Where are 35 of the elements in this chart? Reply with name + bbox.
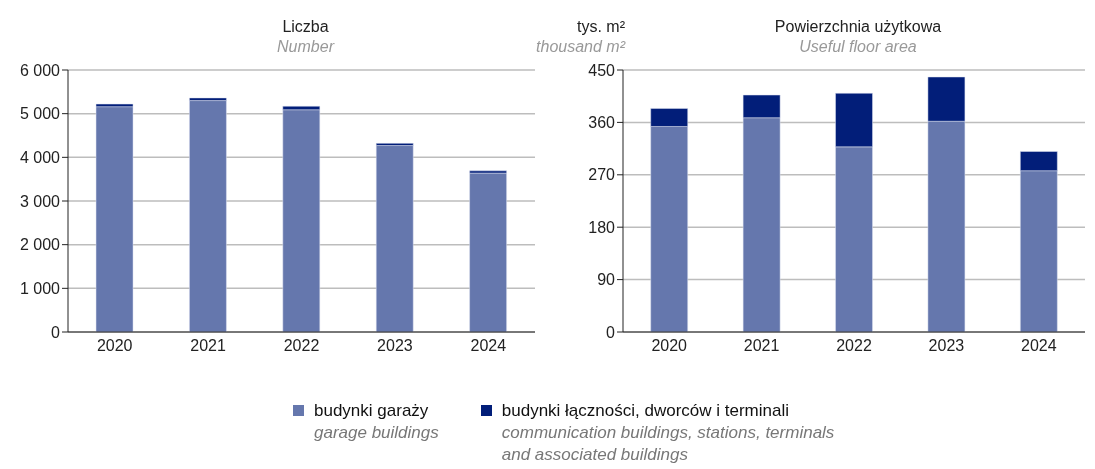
x-tick-label: 2024 [470,337,507,355]
y-tick-label: 3 000 [19,192,61,210]
y-tick-label: 180 [588,218,616,236]
bar [469,172,507,332]
legend-label: budynki garaży garage buildings [314,400,439,444]
legend-label: budynki łączności, dworców i terminali communication buildings, stations, terminals and associated buildings [501,400,835,466]
y-tick-label: 6 000 [19,61,61,79]
chart-title: Liczba [281,18,330,36]
bar [375,145,414,332]
x-tick-label: 2022 [283,337,320,355]
bar [95,106,134,332]
x-tick-label: 2020 [96,337,133,355]
y-tick-label: 360 [588,114,616,132]
bar [282,109,321,332]
y-tick-label: 1 000 [19,280,61,298]
x-tick-label: 2021 [190,337,226,355]
x-tick-label: 2022 [836,337,872,355]
y-tick-label: 5 000 [19,105,61,123]
x-tick-label: 2020 [651,337,688,355]
chart-subtitle: Useful floor area [799,38,917,55]
y-tick-label: 270 [588,166,616,184]
x-tick-label: 2024 [1021,337,1057,355]
bar [189,100,227,332]
x-tick-label: 2023 [377,337,413,355]
chart-subtitle: Number [277,38,334,55]
y-tick-label: 4 000 [19,149,61,167]
y-tick-label: 0 [51,323,61,341]
y-tick-label: 2 000 [19,236,61,254]
y-tick-label: 450 [588,61,616,79]
chart-title: Powierzchnia użytkowa [774,18,942,35]
y-tick-label: 0 [606,323,616,341]
x-tick-label: 2023 [928,337,965,355]
y-tick-label: 90 [597,271,616,289]
x-tick-label: 2021 [743,337,780,355]
y-axis-title: tys. m² thousand m² [536,18,625,56]
